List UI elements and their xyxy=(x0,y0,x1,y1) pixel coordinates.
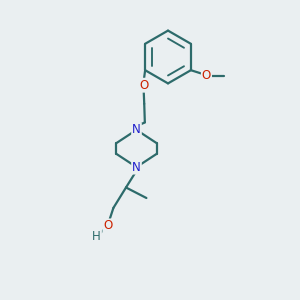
Text: N: N xyxy=(132,123,141,136)
Text: O: O xyxy=(202,69,211,82)
Text: O: O xyxy=(139,79,148,92)
Text: O: O xyxy=(103,219,112,232)
Text: N: N xyxy=(132,160,141,174)
Text: H: H xyxy=(92,230,101,243)
